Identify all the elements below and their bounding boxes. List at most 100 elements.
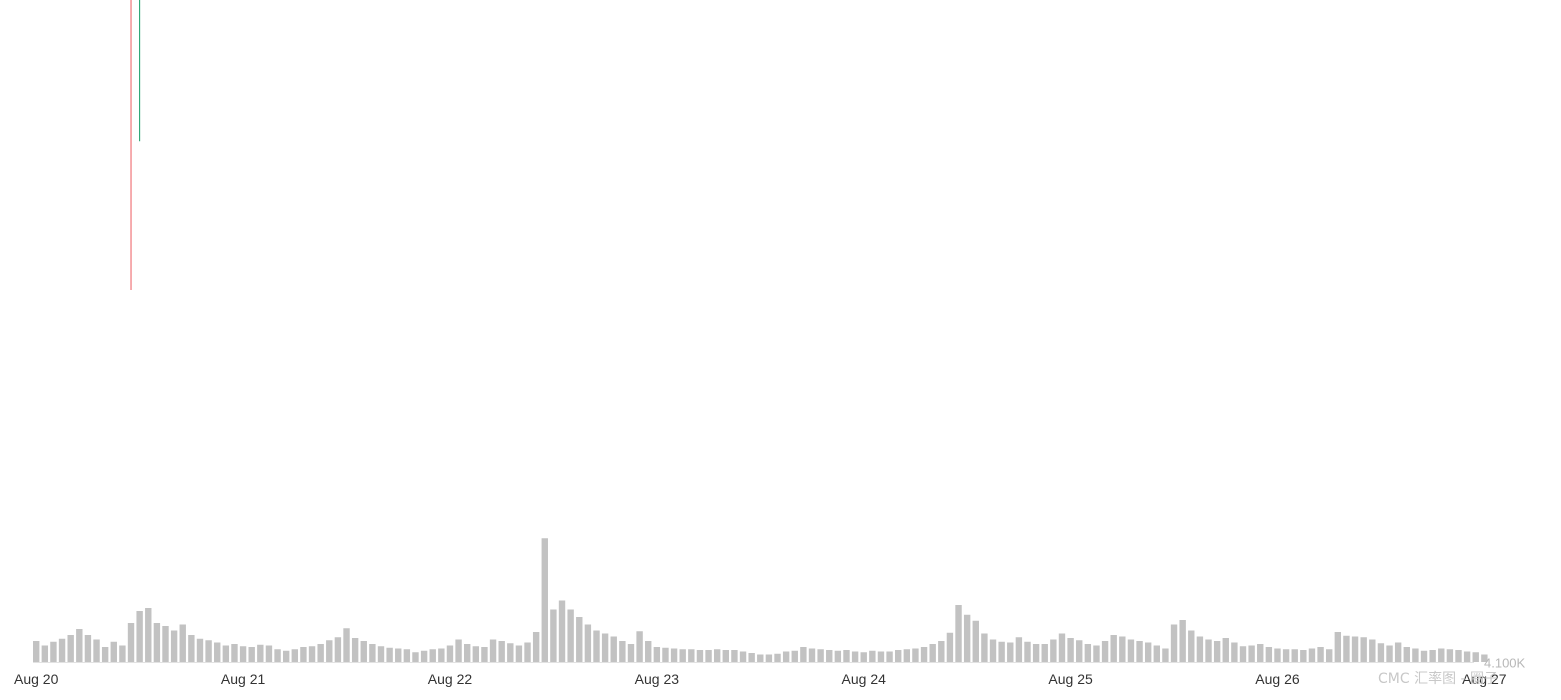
volume-bars bbox=[33, 538, 1488, 662]
x-tick-label: Aug 20 bbox=[14, 671, 59, 687]
volume-bar bbox=[1093, 645, 1100, 662]
volume-bar bbox=[972, 620, 979, 662]
volume-bar bbox=[205, 640, 212, 662]
volume-bar bbox=[1334, 632, 1342, 662]
volume-bar bbox=[826, 650, 833, 662]
volume-bar bbox=[1455, 650, 1462, 662]
volume-bar bbox=[110, 641, 117, 662]
volume-bar bbox=[455, 639, 462, 662]
volume-bar bbox=[722, 650, 729, 662]
volume-bar bbox=[1213, 641, 1221, 662]
volume-bar bbox=[334, 637, 342, 662]
volume-bar bbox=[843, 650, 850, 662]
volume-bar bbox=[1119, 636, 1126, 662]
volume-bar bbox=[541, 538, 548, 662]
volume-bar bbox=[558, 600, 566, 662]
volume-bar bbox=[188, 635, 195, 662]
volume-bar bbox=[101, 647, 109, 662]
volume-bar bbox=[196, 638, 204, 662]
volume-bar bbox=[1024, 641, 1031, 662]
volume-bar bbox=[1170, 624, 1178, 662]
candles bbox=[130, 0, 141, 290]
volume-bar bbox=[1291, 649, 1298, 662]
volume-bar bbox=[50, 641, 57, 662]
volume-bar bbox=[395, 648, 402, 662]
volume-bar bbox=[1067, 638, 1074, 662]
x-tick-label: Aug 23 bbox=[635, 671, 680, 687]
volume-bar bbox=[1248, 645, 1255, 662]
volume-bar bbox=[343, 628, 350, 662]
volume-bar bbox=[739, 651, 747, 662]
volume-bar bbox=[593, 630, 600, 662]
volume-bar bbox=[601, 633, 609, 662]
volume-bar bbox=[1282, 649, 1290, 662]
volume-bar bbox=[1420, 650, 1428, 662]
volume-bar bbox=[41, 645, 49, 662]
volume-bar bbox=[1403, 647, 1410, 662]
volume-bar bbox=[1257, 644, 1264, 662]
volume-bar bbox=[76, 629, 83, 662]
volume-bar bbox=[998, 641, 1005, 662]
x-tick-label: Aug 27 bbox=[1462, 671, 1507, 687]
volume-bar bbox=[920, 647, 928, 662]
volume-bar bbox=[903, 649, 911, 662]
volume-bar bbox=[1084, 644, 1092, 662]
volume-bar bbox=[498, 641, 505, 662]
volume-bar bbox=[1446, 649, 1454, 662]
volume-bar bbox=[800, 647, 807, 662]
volume-bar bbox=[1179, 620, 1186, 662]
volume-bar bbox=[636, 631, 643, 662]
volume-bar bbox=[515, 645, 523, 662]
volume-bar bbox=[1300, 650, 1307, 662]
volume-bar bbox=[162, 626, 169, 662]
volume-bar bbox=[1015, 637, 1023, 662]
volume-bar bbox=[550, 609, 557, 662]
y-axis-ticks: 4.100K4.200K4.300K4.400K4.500K4.600K4.70… bbox=[1484, 656, 1526, 671]
volume-bar bbox=[248, 647, 255, 662]
volume-bar bbox=[93, 639, 100, 662]
volume-bar bbox=[1136, 641, 1143, 662]
volume-bar bbox=[662, 647, 669, 662]
volume-bar bbox=[1438, 648, 1445, 662]
volume-bar bbox=[1205, 639, 1212, 662]
volume-bar bbox=[981, 633, 988, 662]
volume-bar bbox=[1351, 636, 1359, 662]
volume-bar bbox=[1265, 647, 1273, 662]
volume-bar bbox=[1472, 652, 1479, 662]
volume-bar bbox=[886, 651, 893, 662]
candle bbox=[130, 0, 132, 290]
x-tick-label: Aug 21 bbox=[221, 671, 266, 687]
volume-bar bbox=[1360, 637, 1367, 662]
volume-bar bbox=[179, 624, 186, 662]
volume-bar bbox=[895, 650, 902, 662]
volume-bar bbox=[67, 635, 74, 662]
volume-bar bbox=[713, 649, 721, 662]
volume-bar bbox=[1481, 654, 1488, 662]
volume-bar bbox=[653, 647, 661, 662]
volume-bar bbox=[136, 611, 143, 662]
volume-bar bbox=[429, 649, 436, 662]
volume-bar bbox=[1153, 645, 1160, 662]
volume-bar bbox=[1110, 635, 1117, 662]
volume-bar bbox=[938, 641, 945, 662]
volume-bar bbox=[963, 614, 971, 662]
volume-bar bbox=[955, 605, 962, 662]
volume-bar bbox=[58, 638, 66, 662]
volume-bar bbox=[369, 644, 376, 662]
volume-bar bbox=[679, 649, 686, 662]
volume-bar bbox=[1343, 635, 1350, 662]
grid-lines bbox=[33, 662, 1474, 663]
volume-bar bbox=[1317, 647, 1324, 662]
volume-bar bbox=[1386, 645, 1393, 662]
volume-bar bbox=[1101, 641, 1109, 662]
volume-bar bbox=[1222, 638, 1229, 662]
volume-bar bbox=[851, 651, 859, 662]
volume-bar bbox=[774, 653, 781, 662]
volume-bar bbox=[1041, 644, 1048, 662]
volume-bar bbox=[584, 624, 592, 662]
volume-bar bbox=[472, 646, 480, 662]
volume-bar bbox=[1369, 639, 1376, 662]
volume-bar bbox=[507, 643, 514, 662]
volume-bar bbox=[33, 641, 40, 662]
volume-bar bbox=[265, 645, 273, 662]
